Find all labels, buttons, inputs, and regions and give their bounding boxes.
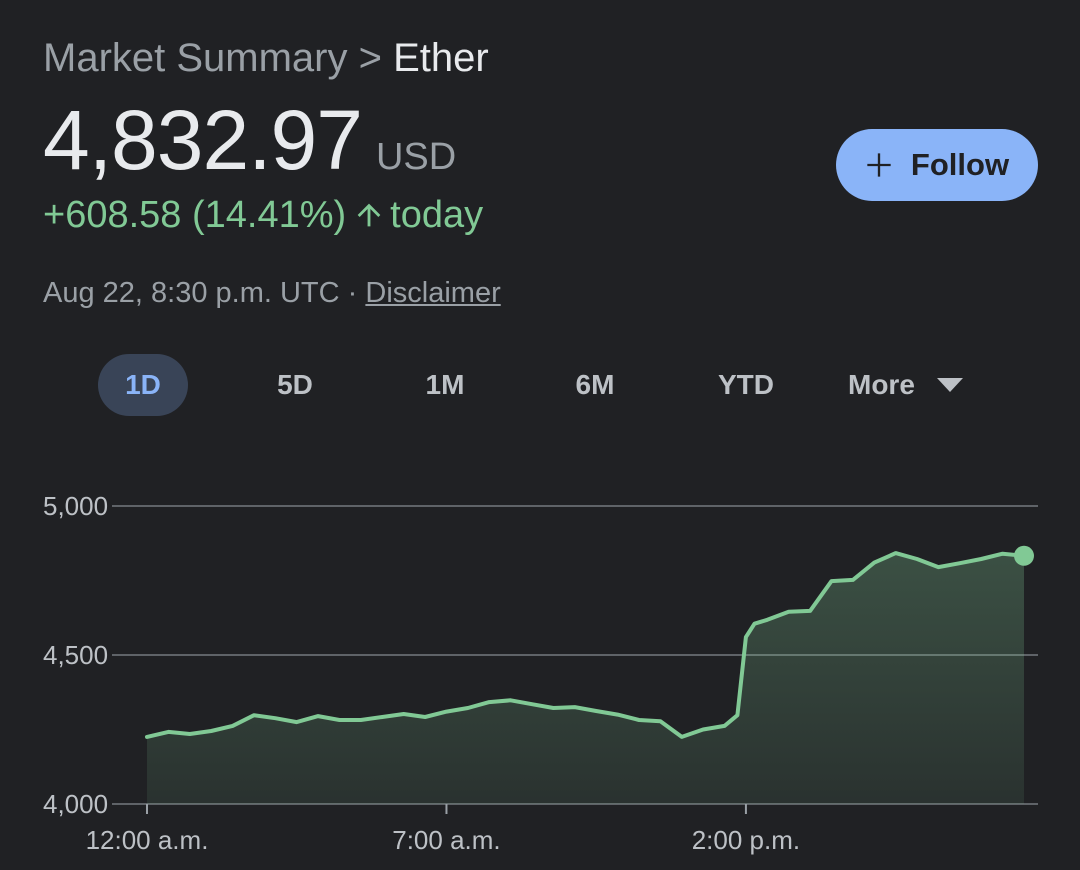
currency-label: USD — [375, 136, 457, 178]
tab-ytd[interactable]: YTD — [718, 369, 774, 400]
follow-button[interactable]: Follow — [836, 129, 1038, 201]
caret-down-icon — [936, 378, 963, 392]
price-area — [147, 553, 1024, 804]
x-tick-label: 12:00 a.m. — [86, 825, 209, 855]
quote-meta: Aug 22, 8:30 p.m. UTC · Disclaimer — [43, 275, 501, 311]
price-row: 4,832.97 USD — [43, 92, 456, 188]
more-ranges-dropdown[interactable]: More — [848, 354, 963, 416]
y-tick-label: 4,000 — [43, 789, 108, 819]
breadcrumb-current: Ether — [393, 36, 489, 80]
range-tabs: 1D 5D 1M 6M YTD More — [0, 354, 1080, 416]
x-tick-label: 7:00 a.m. — [392, 825, 500, 855]
x-tick-label: 2:00 p.m. — [692, 825, 800, 855]
price-line — [145, 551, 1026, 739]
tab-6m[interactable]: 6M — [575, 369, 615, 400]
tab-1d[interactable]: 1D — [98, 354, 188, 416]
meta-separator: · — [347, 277, 358, 309]
disclaimer-link[interactable]: Disclaimer — [365, 277, 501, 309]
quote-timestamp: Aug 22, 8:30 p.m. UTC — [43, 277, 340, 309]
breadcrumb-market-summary[interactable]: Market Summary — [43, 36, 348, 80]
price-chart[interactable]: 5,000 4,500 4,000 12:00 a.m. 7:00 a.m. 2:00 p… — [0, 480, 1080, 870]
breadcrumb: Market Summary > Ether — [43, 34, 489, 82]
breadcrumb-separator: > — [358, 36, 382, 80]
tab-5d[interactable]: 5D — [277, 369, 313, 400]
y-tick-label: 5,000 — [43, 491, 108, 521]
follow-button-label: Follow — [910, 147, 1010, 182]
current-price: 4,832.97 — [43, 93, 363, 187]
last-price-point — [1014, 545, 1034, 566]
plus-icon — [867, 153, 891, 177]
change-period: today — [390, 194, 484, 236]
tab-1m[interactable]: 1M — [425, 369, 465, 400]
change-value: +608.58 (14.41%) — [43, 194, 347, 236]
price-change: +608.58 (14.41%) today — [43, 191, 483, 239]
arrow-up-icon — [357, 203, 381, 227]
y-tick-label: 4,500 — [43, 640, 108, 670]
more-label: More — [848, 369, 915, 400]
